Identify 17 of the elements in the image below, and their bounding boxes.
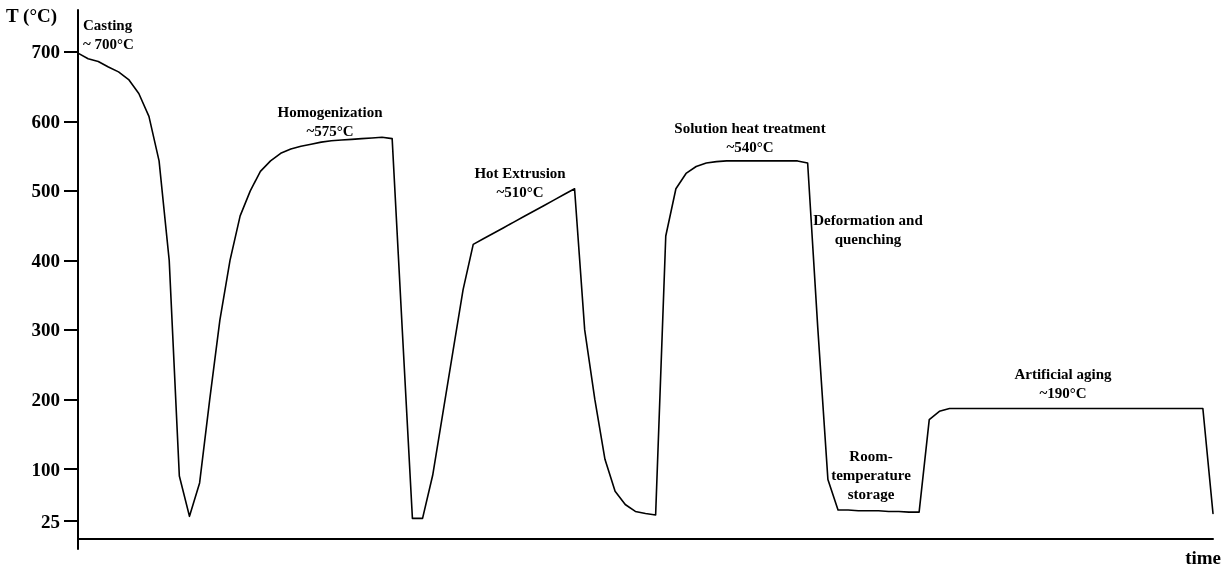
annotation: Hot Extrusion ~510°C bbox=[474, 164, 567, 200]
annotation: Artificial aging ~190°C bbox=[1014, 365, 1113, 401]
y-axis-title: T (°C) bbox=[6, 5, 58, 27]
y-tick-label: 500 bbox=[31, 180, 60, 202]
y-tick-label: 400 bbox=[31, 249, 60, 271]
annotation: Solution heat treatment ~540°C bbox=[674, 119, 826, 155]
y-tick-label: 100 bbox=[31, 458, 60, 480]
y-tick-label: 700 bbox=[31, 41, 60, 63]
y-tick-label: 25 bbox=[41, 510, 60, 532]
y-tick-label: 200 bbox=[31, 388, 60, 410]
annotation: Room- temperature storage bbox=[831, 447, 912, 502]
y-tick-label: 300 bbox=[31, 319, 60, 341]
x-axis-title: time bbox=[1185, 547, 1222, 568]
y-tick-label: 600 bbox=[31, 110, 60, 132]
annotation: Casting ~ 700°C bbox=[83, 16, 134, 52]
annotation: Deformation and quenching bbox=[813, 211, 924, 247]
annotation: Homogenization ~575°C bbox=[277, 103, 384, 139]
